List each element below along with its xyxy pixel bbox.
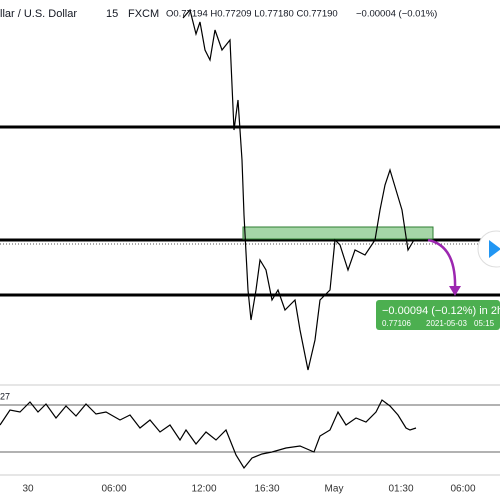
time-label: 06:00: [101, 484, 126, 495]
interval: 15: [106, 8, 118, 20]
oscillator-label: 27: [0, 391, 10, 401]
oscillator-line: [0, 399, 417, 470]
time-label: 16:30: [254, 484, 279, 495]
projection-clock: 05:15: [474, 319, 495, 328]
price-path: [182, 8, 415, 371]
arrow-head: [449, 286, 461, 296]
projection-date: 2021-05-03: [426, 319, 467, 328]
zone: [242, 226, 434, 240]
exchange: FXCM: [128, 8, 159, 20]
ohlc: O0.77194 H0.77209 L0.77180 C0.77190: [166, 9, 338, 20]
time-label: 01:30: [388, 484, 413, 495]
time-label: 06:00: [450, 484, 475, 495]
symbol: llar / U.S. Dollar: [0, 8, 77, 20]
time-label: 30: [22, 484, 34, 495]
time-label: May: [325, 484, 344, 495]
projection-arrow: [427, 238, 457, 291]
change: −0.00004 (−0.01%): [356, 9, 437, 20]
play-icon: [489, 240, 500, 258]
projection-price: 0.77106: [382, 319, 411, 328]
projection-label: [376, 300, 500, 330]
projection-change: −0.00094 (−0.12%) in 2h: [382, 305, 500, 317]
time-label: 12:00: [191, 484, 216, 495]
